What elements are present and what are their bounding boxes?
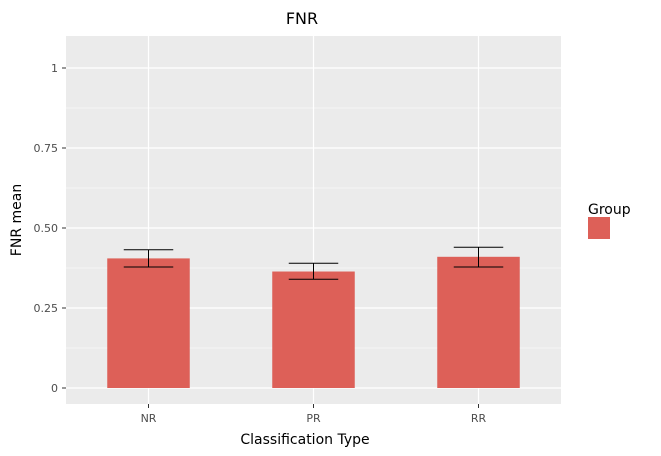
bar-pr: [272, 271, 355, 388]
y-tick-label: 0.50: [34, 222, 59, 235]
y-tick-label: 0: [51, 382, 58, 395]
bars: [107, 256, 520, 388]
chart-title: FNR: [286, 9, 318, 28]
legend-key: [588, 217, 610, 239]
error-bars: [123, 246, 504, 280]
x-axis-title: Classification Type: [240, 432, 369, 448]
y-axis-title: FNR mean: [9, 184, 25, 256]
legend: Group: [588, 202, 631, 239]
y-tick-label: 1: [51, 62, 58, 75]
bar-rr: [437, 256, 520, 388]
x-axis: NR PR RR: [141, 404, 487, 425]
x-tick-label: NR: [141, 412, 157, 425]
legend-title: Group: [588, 202, 631, 218]
bar-nr: [107, 258, 190, 388]
x-tick-label: RR: [471, 412, 487, 425]
y-tick-label: 0.25: [34, 302, 59, 315]
x-tick-label: PR: [306, 412, 321, 425]
y-tick-label: 0.75: [34, 142, 59, 155]
y-axis: 0 0.25 0.50 0.75 1: [34, 62, 66, 395]
